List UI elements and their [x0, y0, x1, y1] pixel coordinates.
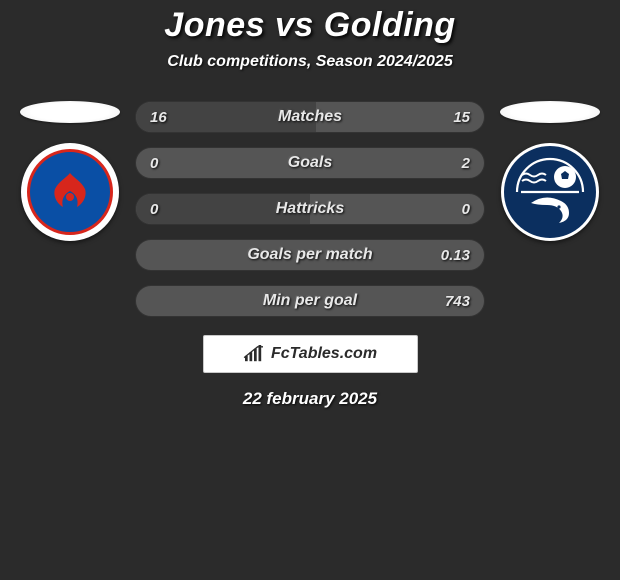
stat-bar: Goals per match0.13 [135, 239, 485, 271]
stat-label: Min per goal [136, 286, 484, 316]
stat-value-right: 0 [462, 194, 470, 224]
player2-photo [500, 101, 600, 123]
stat-value-right: 15 [453, 102, 470, 132]
footer-brand-badge[interactable]: FcTables.com [203, 335, 418, 373]
southend-crest-svg [507, 149, 593, 235]
footer-brand-text: FcTables.com [271, 345, 377, 363]
stat-label: Goals [136, 148, 484, 178]
vs-separator: vs [275, 6, 314, 44]
bar-chart-icon [243, 345, 265, 363]
stat-value-left: 0 [150, 194, 158, 224]
player1-photo [20, 101, 120, 123]
left-column [15, 101, 125, 241]
stat-fill-left [136, 194, 310, 224]
aldershot-crest-inner [27, 149, 113, 235]
content-row: 16Matches150Goals20Hattricks0Goals per m… [0, 101, 620, 317]
comparison-card: Jones vs Golding Club competitions, Seas… [0, 0, 620, 580]
southend-crest-inner [507, 149, 593, 235]
stat-bar: 16Matches15 [135, 101, 485, 133]
stat-value-left: 16 [150, 102, 167, 132]
stat-value-right: 0.13 [441, 240, 470, 270]
stat-label: Goals per match [136, 240, 484, 270]
player1-name: Jones [164, 6, 265, 44]
stat-bar: Min per goal743 [135, 285, 485, 317]
stats-column: 16Matches150Goals20Hattricks0Goals per m… [135, 101, 485, 317]
phoenix-icon [45, 167, 95, 217]
player2-club-crest [501, 143, 599, 241]
player2-name: Golding [324, 6, 456, 44]
subtitle: Club competitions, Season 2024/2025 [0, 53, 620, 71]
right-column [495, 101, 605, 241]
stat-bar: 0Hattricks0 [135, 193, 485, 225]
stat-bar: 0Goals2 [135, 147, 485, 179]
stat-value-right: 743 [445, 286, 470, 316]
stat-value-left: 0 [150, 148, 158, 178]
date-text: 22 february 2025 [0, 389, 620, 409]
stat-value-right: 2 [462, 148, 470, 178]
page-title: Jones vs Golding [0, 6, 620, 45]
player1-club-crest [21, 143, 119, 241]
